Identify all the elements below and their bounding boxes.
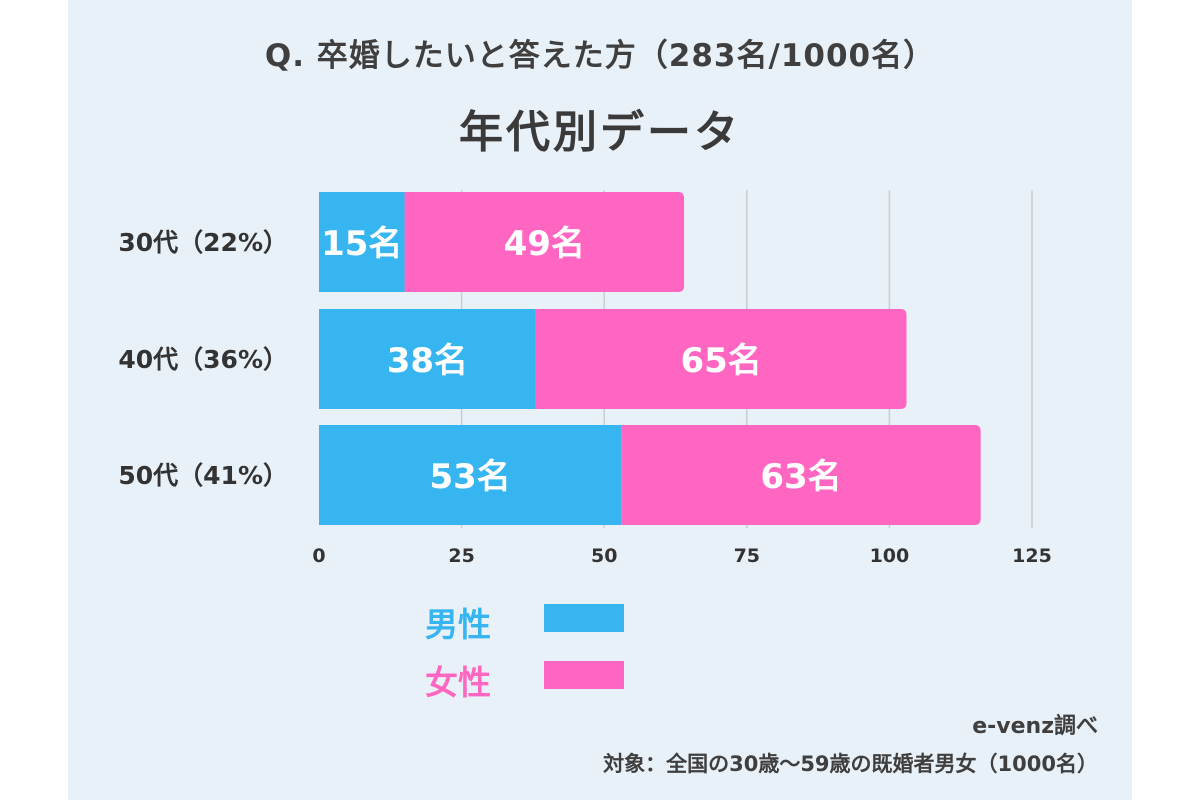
chart-card: Q. 卒婚したいと答えた方（283名/1000名） 年代別データ 0 25 50 75…: [68, 0, 1132, 800]
bar-male: [319, 309, 536, 409]
bar-chart: 0 25 50 75 100 125 30代（22%） 15名 49名 40代（36%） 38名 65…: [118, 190, 1052, 567]
bar-label-male: 53名: [429, 457, 510, 497]
bar-male: [319, 192, 405, 292]
x-tick-label: 125: [1012, 545, 1052, 567]
bar-female: [535, 309, 907, 409]
bar-label-female: 49名: [504, 224, 585, 264]
category-label: 30代（22%）: [118, 228, 288, 257]
x-tick-label: 25: [448, 545, 474, 567]
x-tick-label: 100: [870, 545, 910, 567]
legend-swatch-male: [544, 604, 624, 632]
bar-female: [404, 192, 685, 292]
x-tick-label: 75: [734, 545, 760, 567]
bar-male: [319, 425, 622, 525]
x-tick-label: 0: [312, 545, 325, 567]
legend-label-female: 女性: [425, 663, 491, 702]
x-tick-label: 50: [591, 545, 617, 567]
survey-target-note: 対象：全国の30歳～59歳の既婚者男女（1000名）: [603, 752, 1098, 776]
category-label: 50代（41%）: [118, 461, 288, 490]
chart-subtitle: 年代別データ: [459, 107, 741, 158]
bar-label-female: 65名: [680, 341, 761, 381]
chart-title: Q. 卒婚したいと答えた方（283名/1000名）: [264, 38, 936, 74]
bar-female: [621, 425, 981, 525]
legend-label-male: 男性: [425, 605, 491, 644]
bar-label-male: 15名: [321, 224, 402, 264]
category-label: 40代（36%）: [118, 345, 288, 374]
bar-label-female: 63名: [760, 457, 841, 497]
bar-label-male: 38名: [387, 341, 468, 381]
legend-swatch-female: [544, 661, 624, 689]
source-note: e-venz調べ: [972, 714, 1098, 739]
